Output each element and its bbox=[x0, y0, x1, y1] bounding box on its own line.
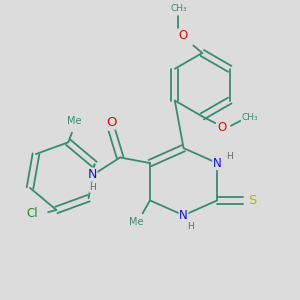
Text: N: N bbox=[179, 209, 188, 222]
Text: Me: Me bbox=[129, 217, 143, 227]
Text: S: S bbox=[248, 194, 257, 207]
Text: O: O bbox=[218, 121, 227, 134]
Text: CH₃: CH₃ bbox=[241, 113, 258, 122]
Text: N: N bbox=[88, 168, 97, 181]
Text: N: N bbox=[213, 157, 222, 169]
Text: Me: Me bbox=[67, 116, 81, 126]
Text: O: O bbox=[178, 29, 188, 42]
Text: H: H bbox=[226, 152, 232, 161]
Text: Cl: Cl bbox=[26, 207, 38, 220]
Text: H: H bbox=[187, 222, 194, 231]
Text: H: H bbox=[89, 183, 96, 192]
Text: CH₃: CH₃ bbox=[170, 4, 187, 14]
Text: O: O bbox=[106, 116, 116, 129]
